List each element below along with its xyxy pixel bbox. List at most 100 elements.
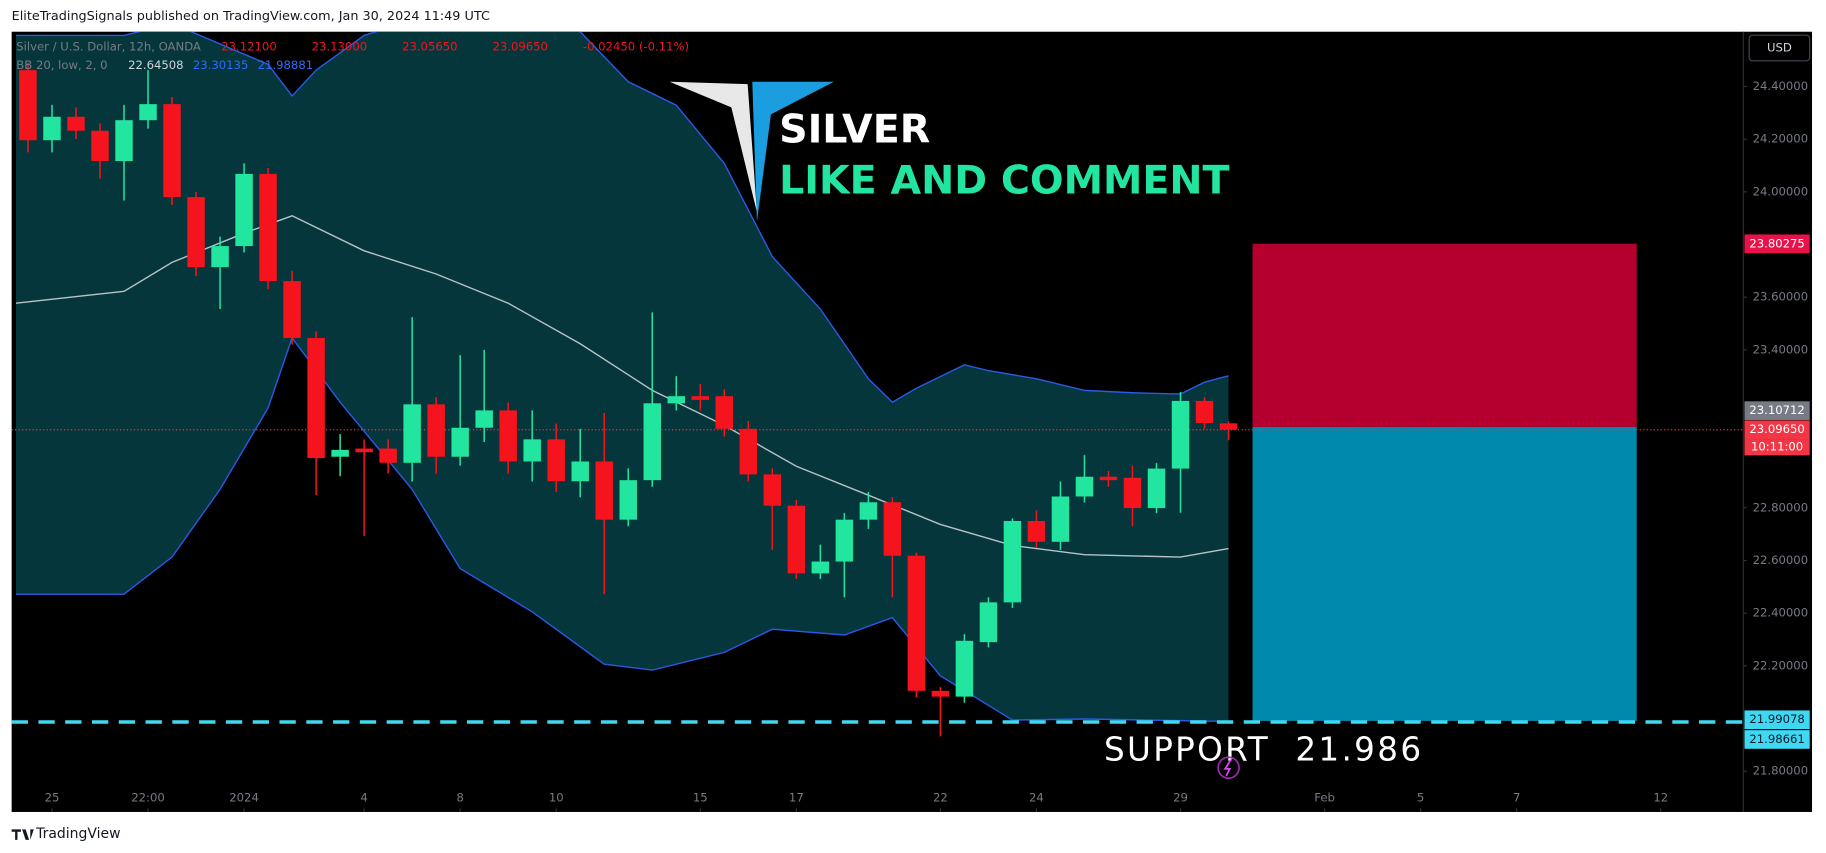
last-price-label-bg (1744, 420, 1810, 440)
y-tick-label: 22.60000 (1753, 553, 1808, 567)
ohlc-legend-value: 23.12100 (221, 39, 276, 53)
bb-legend-value: 21.98881 (258, 58, 313, 72)
target-label-bg (1744, 710, 1810, 730)
x-tick-label: 25 (45, 790, 60, 804)
candle-body (115, 120, 133, 162)
y-tick-label: 23.40000 (1753, 342, 1808, 356)
entry-label-bg (1744, 401, 1810, 420)
x-tick-label: Feb (1314, 790, 1335, 804)
candle-body (619, 480, 637, 520)
candle-body (811, 561, 830, 574)
candle-body (1051, 496, 1070, 542)
x-tick-label: 2024 (229, 790, 259, 804)
x-tick-label: 10 (549, 790, 564, 804)
bb-legend-value: 23.30135 (193, 58, 248, 72)
candle-body (979, 602, 998, 643)
candle-body (1075, 476, 1094, 497)
y-tick-label: 23.60000 (1753, 290, 1808, 304)
y-tick-label: 24.20000 (1753, 132, 1808, 146)
candle-body (355, 448, 373, 453)
event-icon[interactable] (1217, 756, 1240, 780)
overlay: SILVER LIKE AND COMMENT SUPPORT 21.986 U… (11, 31, 1811, 842)
support-label: 21.98661 (1749, 732, 1804, 746)
band-lower (15, 336, 1229, 723)
candle-body (1219, 423, 1238, 430)
entry-label: 23.10712 (1749, 403, 1804, 417)
candle-body (787, 505, 806, 574)
candle-body (1003, 520, 1022, 603)
logo-blue (752, 81, 834, 222)
candle-body (451, 427, 469, 457)
candle-body (763, 474, 782, 506)
candle-body (499, 410, 517, 462)
candle-body (547, 439, 565, 482)
candle-body (691, 396, 710, 400)
stop-label-bg (1744, 234, 1810, 254)
cta-annotation: LIKE AND COMMENT (779, 158, 1229, 204)
x-tick-label: 17 (789, 790, 804, 804)
candle-body (1099, 476, 1118, 481)
symbol-legend: Silver / U.S. Dollar, 12h, OANDA (16, 39, 201, 53)
candle-body (859, 502, 878, 520)
y-tick-label: 22.40000 (1753, 606, 1808, 620)
ohlc-legend-value: 23.05650 (402, 39, 457, 53)
y-tick-label: 21.80000 (1753, 764, 1808, 778)
candle-body (43, 116, 61, 141)
band-upper (15, 31, 1229, 404)
band-middle (15, 215, 1229, 558)
ohlc-legend-value: -0.02450 (-0.11%) (583, 39, 689, 53)
candle-body (1027, 520, 1046, 542)
candle-body (475, 410, 493, 428)
candle-body (259, 173, 277, 282)
x-tick-label: 22 (933, 790, 948, 804)
title-annotation: SILVER (779, 106, 930, 152)
x-tick-label: 15 (693, 790, 708, 804)
target-label: 21.99078 (1749, 712, 1804, 726)
candle-body (1147, 468, 1166, 509)
candle-body (283, 281, 301, 338)
x-tick-label: 12 (1653, 790, 1668, 804)
brand: TradingView (35, 826, 120, 842)
support-label-bg (1744, 730, 1810, 749)
plot (11, 31, 1744, 737)
event-bolt (1223, 759, 1232, 777)
publish-header: EliteTradingSignals published on Trading… (12, 9, 490, 24)
candle-body (523, 439, 541, 462)
candle-body (907, 555, 926, 691)
candle-body (307, 337, 325, 459)
candle-body (835, 519, 854, 562)
y-tick-label: 24.00000 (1753, 184, 1808, 198)
position-stop-zone (1252, 243, 1637, 427)
x-tick-label: 24 (1029, 790, 1044, 804)
ohlc-legend-value: 23.09650 (492, 39, 547, 53)
x-tick-label: 29 (1173, 790, 1188, 804)
last-price-label: 23.09650 (1749, 422, 1804, 436)
candle-body (91, 130, 109, 162)
candle-body (1195, 400, 1214, 424)
x-tick-label: 7 (1513, 790, 1520, 804)
candle-body (67, 116, 85, 131)
y-tick-label: 22.80000 (1753, 500, 1808, 514)
currency-label: USD (1767, 41, 1792, 55)
x-tick-label: 8 (456, 790, 463, 804)
candle-body (211, 246, 229, 268)
candle-body (595, 461, 613, 520)
candle-body (571, 461, 589, 482)
candle-body (643, 403, 661, 481)
position-target-zone (1252, 426, 1637, 721)
candle-body (403, 404, 421, 463)
x-tick-label: 22:00 (131, 790, 165, 804)
candle-body (235, 173, 253, 247)
candle-body (715, 396, 734, 429)
currency-button[interactable] (1748, 34, 1811, 62)
candle-body (1171, 400, 1190, 469)
countdown-bg (1744, 439, 1810, 456)
candle-body (163, 104, 181, 198)
candle-body (667, 396, 686, 404)
candle-body (427, 404, 445, 457)
x-tick-label: 5 (1417, 790, 1424, 804)
ohlc-legend-value: 23.13000 (312, 39, 367, 53)
logo-white (669, 81, 757, 213)
